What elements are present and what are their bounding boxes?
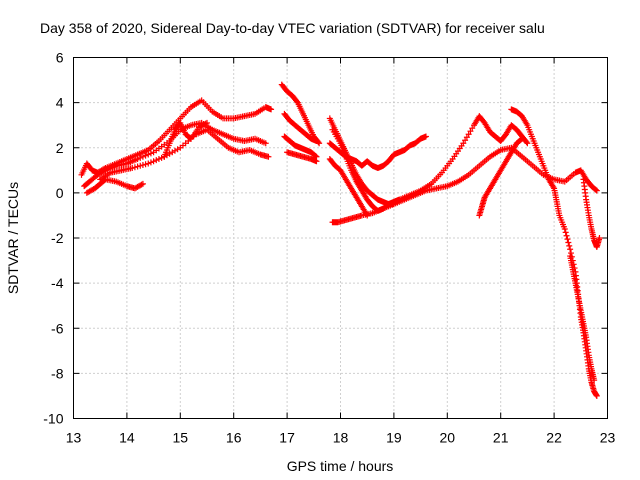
data-point xyxy=(137,162,144,169)
series-arc-f xyxy=(278,81,323,147)
data-point xyxy=(134,163,141,170)
x-tick-label: 15 xyxy=(173,430,189,446)
data-point xyxy=(463,134,470,141)
data-point xyxy=(202,120,209,127)
x-tick-label: 23 xyxy=(600,430,616,446)
data-point xyxy=(139,162,146,169)
data-point xyxy=(142,152,149,159)
series-arc-l xyxy=(326,156,371,219)
series-arc-s xyxy=(580,176,603,251)
series-arc-i xyxy=(284,149,320,165)
data-point xyxy=(150,158,157,165)
data-point xyxy=(139,153,146,160)
data-point xyxy=(467,128,474,135)
data-point xyxy=(145,151,152,158)
series-arc-a xyxy=(78,97,275,178)
data-point xyxy=(204,119,210,126)
data-point xyxy=(139,180,146,187)
y-tick-label: 4 xyxy=(56,95,64,111)
data-point xyxy=(524,140,531,147)
chart-title: Day 358 of 2020, Sidereal Day-to-day VTE… xyxy=(40,20,545,36)
grid xyxy=(73,57,608,419)
y-tick-label: -10 xyxy=(43,411,63,427)
x-tick-label: 19 xyxy=(386,430,402,446)
series-arc-r xyxy=(567,253,598,384)
data-point xyxy=(591,377,598,384)
series-arc-m xyxy=(326,133,429,172)
data-point xyxy=(313,137,320,144)
series-arc-p xyxy=(476,135,526,219)
data-point xyxy=(147,159,154,166)
data-point xyxy=(567,246,574,253)
x-tick-label: 22 xyxy=(546,430,562,446)
data-point xyxy=(129,165,136,172)
x-tick-label: 18 xyxy=(333,430,349,446)
x-tick-label: 14 xyxy=(119,430,135,446)
data-point xyxy=(262,140,269,147)
data-point xyxy=(422,133,429,140)
data-point xyxy=(142,161,149,168)
series-arc-g xyxy=(281,110,320,144)
data-point xyxy=(313,158,320,165)
y-axis-title: SDTVAR / TECUs xyxy=(5,182,21,294)
data-point xyxy=(593,187,600,194)
data-point xyxy=(145,160,152,167)
data-point xyxy=(561,225,568,232)
data-point xyxy=(565,239,572,246)
x-tick-label: 21 xyxy=(493,430,509,446)
data-point xyxy=(462,137,469,144)
x-tick-label: 13 xyxy=(66,430,82,446)
data-point xyxy=(137,154,144,161)
x-tick-label: 17 xyxy=(279,430,295,446)
series-arc-b xyxy=(81,119,269,190)
data-point xyxy=(562,229,569,236)
data-point xyxy=(469,125,476,132)
series-arc-o xyxy=(385,113,531,208)
y-tick-label: 2 xyxy=(56,140,64,156)
data-point xyxy=(593,392,600,399)
data-points xyxy=(78,81,603,399)
data-point xyxy=(138,181,145,188)
data-point xyxy=(460,140,467,147)
plot-frame xyxy=(73,57,608,419)
data-point xyxy=(293,98,300,105)
data-point xyxy=(518,136,525,143)
y-tick-label: -6 xyxy=(51,320,64,336)
series-arc-d xyxy=(97,126,272,183)
data-point xyxy=(155,156,162,163)
data-point xyxy=(465,131,472,138)
data-point xyxy=(568,250,575,257)
y-tick-label: -2 xyxy=(51,230,64,246)
y-tick-label: -8 xyxy=(51,365,64,381)
data-point xyxy=(268,106,275,113)
y-tick-label: -4 xyxy=(51,275,64,291)
data-point xyxy=(101,168,108,175)
data-point xyxy=(153,157,160,164)
axis-ticks: 13 14 15 16 17 18 19 20 21 22 23 -10 -8 -6 -4 -2 0 2 4 6 xyxy=(43,50,615,446)
y-tick-label: 6 xyxy=(56,50,64,66)
data-point xyxy=(158,154,165,161)
data-point xyxy=(564,236,571,243)
data-point xyxy=(566,242,573,249)
x-tick-label: 16 xyxy=(226,430,242,446)
series-arc-e xyxy=(161,119,210,160)
data-point xyxy=(131,164,138,171)
series-arc-h xyxy=(281,133,320,160)
data-point xyxy=(519,135,526,142)
data-point xyxy=(134,156,141,163)
data-point xyxy=(563,232,570,239)
y-tick-label: 0 xyxy=(56,185,64,201)
data-point xyxy=(596,235,603,241)
x-axis-title: GPS time / hours xyxy=(287,458,394,474)
x-tick-label: 20 xyxy=(440,430,456,446)
data-point xyxy=(147,150,154,157)
data-point xyxy=(523,139,530,146)
data-point xyxy=(592,186,599,193)
data-point xyxy=(265,153,272,160)
